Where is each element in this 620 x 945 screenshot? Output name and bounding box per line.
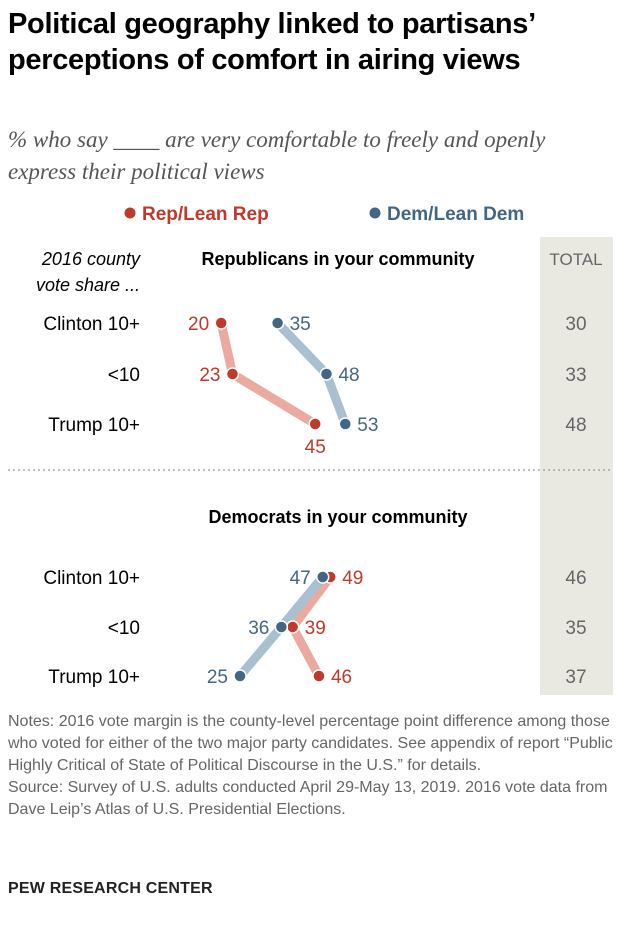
data-label-dem: 53 (357, 415, 378, 436)
category-label: <10 (108, 618, 140, 639)
row-header-line1: 2016 county (41, 249, 141, 269)
data-label-dem: 48 (338, 365, 359, 386)
data-point-rep (312, 669, 326, 683)
total-value: 48 (565, 415, 586, 436)
legend-label-1: Dem/Lean Dem (387, 204, 524, 225)
data-point-dem (315, 570, 330, 584)
data-label-rep: 39 (305, 618, 326, 639)
total-column-bg (540, 237, 613, 695)
category-label: Clinton 10+ (43, 314, 140, 335)
notes-block: Notes: 2016 vote margin is the county-le… (8, 711, 614, 821)
data-point-dem (319, 367, 334, 381)
total-value: 30 (565, 314, 586, 335)
data-label-dem: 25 (207, 667, 228, 688)
data-label-dem: 35 (290, 314, 311, 335)
category-label: Trump 10+ (48, 415, 140, 436)
category-label: Clinton 10+ (43, 568, 140, 589)
row-header-line2: vote share ... (36, 275, 140, 295)
category-label: <10 (108, 365, 140, 386)
legend-label-0: Rep/Lean Rep (142, 204, 269, 225)
total-value: 46 (565, 568, 586, 589)
data-point-rep (308, 417, 322, 431)
data-label-dem: 47 (290, 568, 311, 589)
data-point-rep (214, 316, 228, 330)
data-point-dem (274, 620, 289, 634)
legend-dot-0 (124, 207, 136, 219)
panel-title-1: Democrats in your community (208, 507, 467, 527)
legend-dot-1 (369, 207, 381, 219)
data-label-rep: 46 (331, 667, 352, 688)
brand-logo-text: PEW RESEARCH CENTER (8, 880, 213, 897)
data-label-rep: 49 (342, 568, 363, 589)
data-point-dem (233, 669, 247, 683)
notes-text: Notes: 2016 vote margin is the county-le… (8, 713, 613, 774)
data-point-dem (270, 316, 285, 330)
data-point-rep (225, 367, 240, 381)
data-point-dem (338, 417, 353, 431)
data-label-dem: 36 (248, 618, 269, 639)
total-value: 33 (565, 365, 586, 386)
chart-title: Political geography linked to partisans’… (8, 8, 535, 76)
source-text: Source: Survey of U.S. adults conducted … (8, 779, 608, 818)
category-label: Trump 10+ (48, 667, 140, 688)
data-label-rep: 23 (199, 365, 220, 386)
panel-title-0: Republicans in your community (201, 249, 474, 269)
chart-subtitle: % who say ____ are very comfortable to f… (8, 127, 546, 184)
data-label-rep: 45 (305, 437, 326, 458)
total-value: 37 (565, 667, 586, 688)
total-header: TOTAL (549, 250, 602, 269)
total-value: 35 (565, 618, 586, 639)
data-point-rep (285, 620, 300, 634)
data-label-rep: 20 (188, 314, 209, 335)
